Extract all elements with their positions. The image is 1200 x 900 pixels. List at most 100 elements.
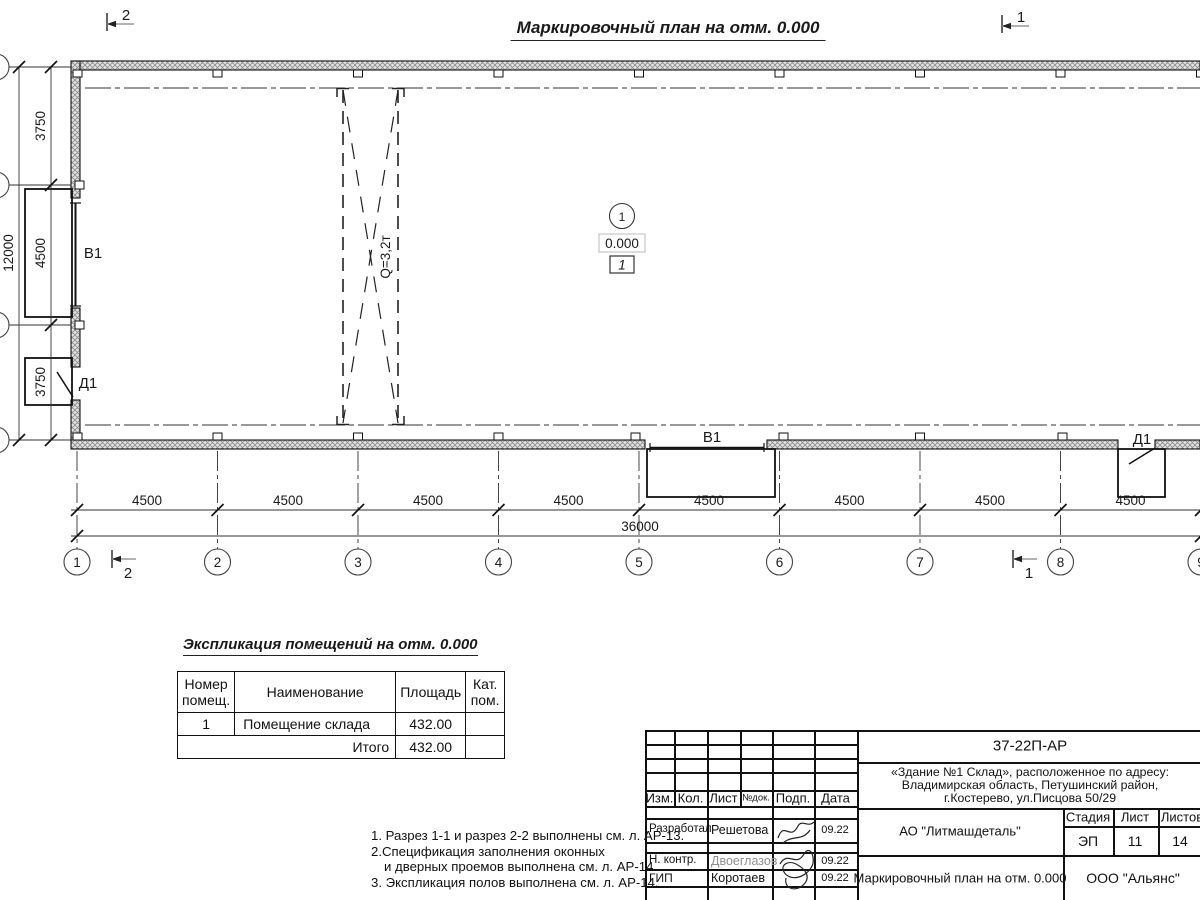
header-name: Наименование: [234, 671, 397, 713]
sheet-value: 11: [1127, 833, 1143, 849]
note-line: и дверных проемов выполнена см. л. АР-14…: [384, 859, 658, 874]
section-arrow-icon: [1012, 550, 1037, 568]
project-address-3: г.Костерево, ул.Писцова 50/29: [943, 791, 1117, 805]
svg-text:4500: 4500: [413, 493, 443, 508]
svg-text:2: 2: [124, 565, 132, 582]
crane-runway-lines: [85, 87, 1200, 426]
staff-name: Решетова: [711, 823, 769, 837]
staff-role: ГИП: [649, 871, 673, 885]
page-title: Маркировочный план на отм. 0.000: [510, 18, 826, 41]
svg-text:9: 9: [1197, 555, 1200, 570]
crane-zone: [336, 87, 405, 426]
bottom-dimension-lines: [71, 509, 1200, 537]
cell-room-area: 432.00: [395, 712, 467, 736]
section-marker-bottom-right: 1: [1012, 550, 1037, 582]
pilasters: [72, 69, 1200, 441]
cell-room-cat: [465, 712, 506, 736]
svg-text:3750: 3750: [33, 367, 48, 397]
cell-room-number: 1: [176, 712, 236, 736]
svg-text:4500: 4500: [553, 493, 583, 508]
col-podp: Подп.: [775, 790, 811, 806]
table-header-row: Номер помещ. Наименование Площадь Кат. п…: [176, 671, 506, 713]
floor-plan-canvas: В1 Д1 В1 Д1 Q=3,2т 1 0.000 1: [0, 7, 1200, 582]
svg-text:4: 4: [495, 555, 503, 570]
svg-text:2: 2: [214, 555, 222, 570]
gate-left: [70, 202, 81, 307]
walls: [70, 60, 1200, 450]
svg-text:7: 7: [916, 555, 924, 570]
svg-text:5: 5: [635, 555, 643, 570]
notes: 1. Разрез 1-1 и разрез 2-2 выполнены см.…: [371, 828, 684, 890]
col-kol: Кол.: [677, 790, 704, 806]
sheets-value: 14: [1172, 833, 1188, 849]
svg-text:4500: 4500: [273, 493, 303, 508]
title-block: Изм. Кол. Лист №док. Подп. Дата Разработ…: [645, 730, 1200, 900]
explication-title: Экспликация помещений на отм. 0.000: [183, 636, 478, 656]
project-address-2: Владимирская область, Петушинский район,: [901, 778, 1159, 792]
door-bottom-swing: [1128, 447, 1156, 465]
project-address-1: «Здание №1 Склад», расположенное по адре…: [890, 765, 1170, 779]
left-total-label: 12000: [1, 234, 16, 272]
section-arrow-icon: [1001, 15, 1029, 33]
staff-date: 09.22: [821, 872, 849, 884]
svg-text:4500: 4500: [694, 493, 724, 508]
svg-text:4500: 4500: [132, 493, 162, 508]
table-total-row: Итого 432.00: [176, 735, 506, 759]
header-area: Площадь: [395, 671, 467, 713]
dimension-ticks: [70, 503, 1200, 543]
staff-date: 09.22: [821, 855, 849, 867]
header-room-number: Номер помещ.: [176, 671, 236, 713]
svg-text:6: 6: [776, 555, 784, 570]
stage-label: Стадия: [1065, 809, 1111, 825]
sheet-label: Лист: [1120, 809, 1150, 825]
svg-text:4500: 4500: [33, 238, 48, 268]
axis-lines: [76, 451, 1061, 549]
table-row: 1 Помещение склада 432.00: [176, 712, 506, 736]
staff-name: Двоеглазов: [711, 854, 778, 868]
bottom-door-label: Д1: [1133, 431, 1152, 448]
explication-table: Номер помещ. Наименование Площадь Кат. п…: [176, 671, 506, 759]
room-marker: 1 0.000 1: [598, 202, 646, 274]
svg-text:1: 1: [73, 555, 81, 570]
staff-name: Коротаев: [711, 871, 765, 885]
door-left-swing: [56, 371, 74, 398]
room-number: 1: [618, 258, 626, 273]
bay-dimension-labels: 4500 4500 4500 4500 4500 4500 4500 4500 …: [132, 493, 1146, 534]
svg-text:4500: 4500: [1115, 493, 1145, 508]
section-marker-top-left: 2: [106, 7, 134, 31]
org-name: ООО "Альянс": [1086, 870, 1180, 886]
room-level: 0.000: [605, 236, 639, 251]
company-name: АО "Литмашдеталь": [899, 823, 1021, 839]
staff-role: Разработал: [649, 823, 712, 835]
svg-text:4500: 4500: [975, 493, 1005, 508]
col-list: Лист: [709, 790, 738, 806]
col-ndok: №док.: [742, 792, 770, 804]
svg-text:2: 2: [122, 7, 130, 24]
drawing-title: Маркировочный план на отм. 0.000: [853, 870, 1067, 886]
doc-number: 37-22П-АР: [992, 737, 1068, 755]
sheets-label: Листов: [1160, 809, 1200, 825]
staff-role: Н. контр.: [649, 854, 697, 866]
section-arrow-icon: [106, 13, 134, 31]
staff-date: 09.22: [821, 824, 849, 836]
gate-bottom: [649, 443, 765, 452]
section-arrow-icon: [111, 550, 136, 568]
svg-text:3750: 3750: [33, 111, 48, 141]
col-izm: Изм.: [645, 790, 674, 806]
total-width-label: 36000: [621, 519, 659, 534]
svg-text:3: 3: [354, 555, 362, 570]
left-door-label: Д1: [79, 375, 98, 392]
svg-text:1: 1: [1025, 565, 1033, 582]
left-gate-label: В1: [84, 245, 102, 262]
note-line: 3. Экспликация полов выполнена см. л. АР…: [371, 874, 659, 890]
section-marker-top-right: 1: [1001, 9, 1029, 33]
cell-total-area: 432.00: [395, 735, 467, 759]
svg-text:1: 1: [1017, 9, 1025, 26]
svg-text:4500: 4500: [834, 493, 864, 508]
cell-total-cat: [465, 735, 506, 759]
cell-room-name: Помещение склада: [234, 712, 397, 736]
stage-value: ЭП: [1077, 833, 1099, 849]
axis-bubbles: 1 2 3 4 5 6 7 8 9: [63, 548, 1200, 576]
crane-capacity-label: Q=3,2т: [378, 235, 393, 278]
